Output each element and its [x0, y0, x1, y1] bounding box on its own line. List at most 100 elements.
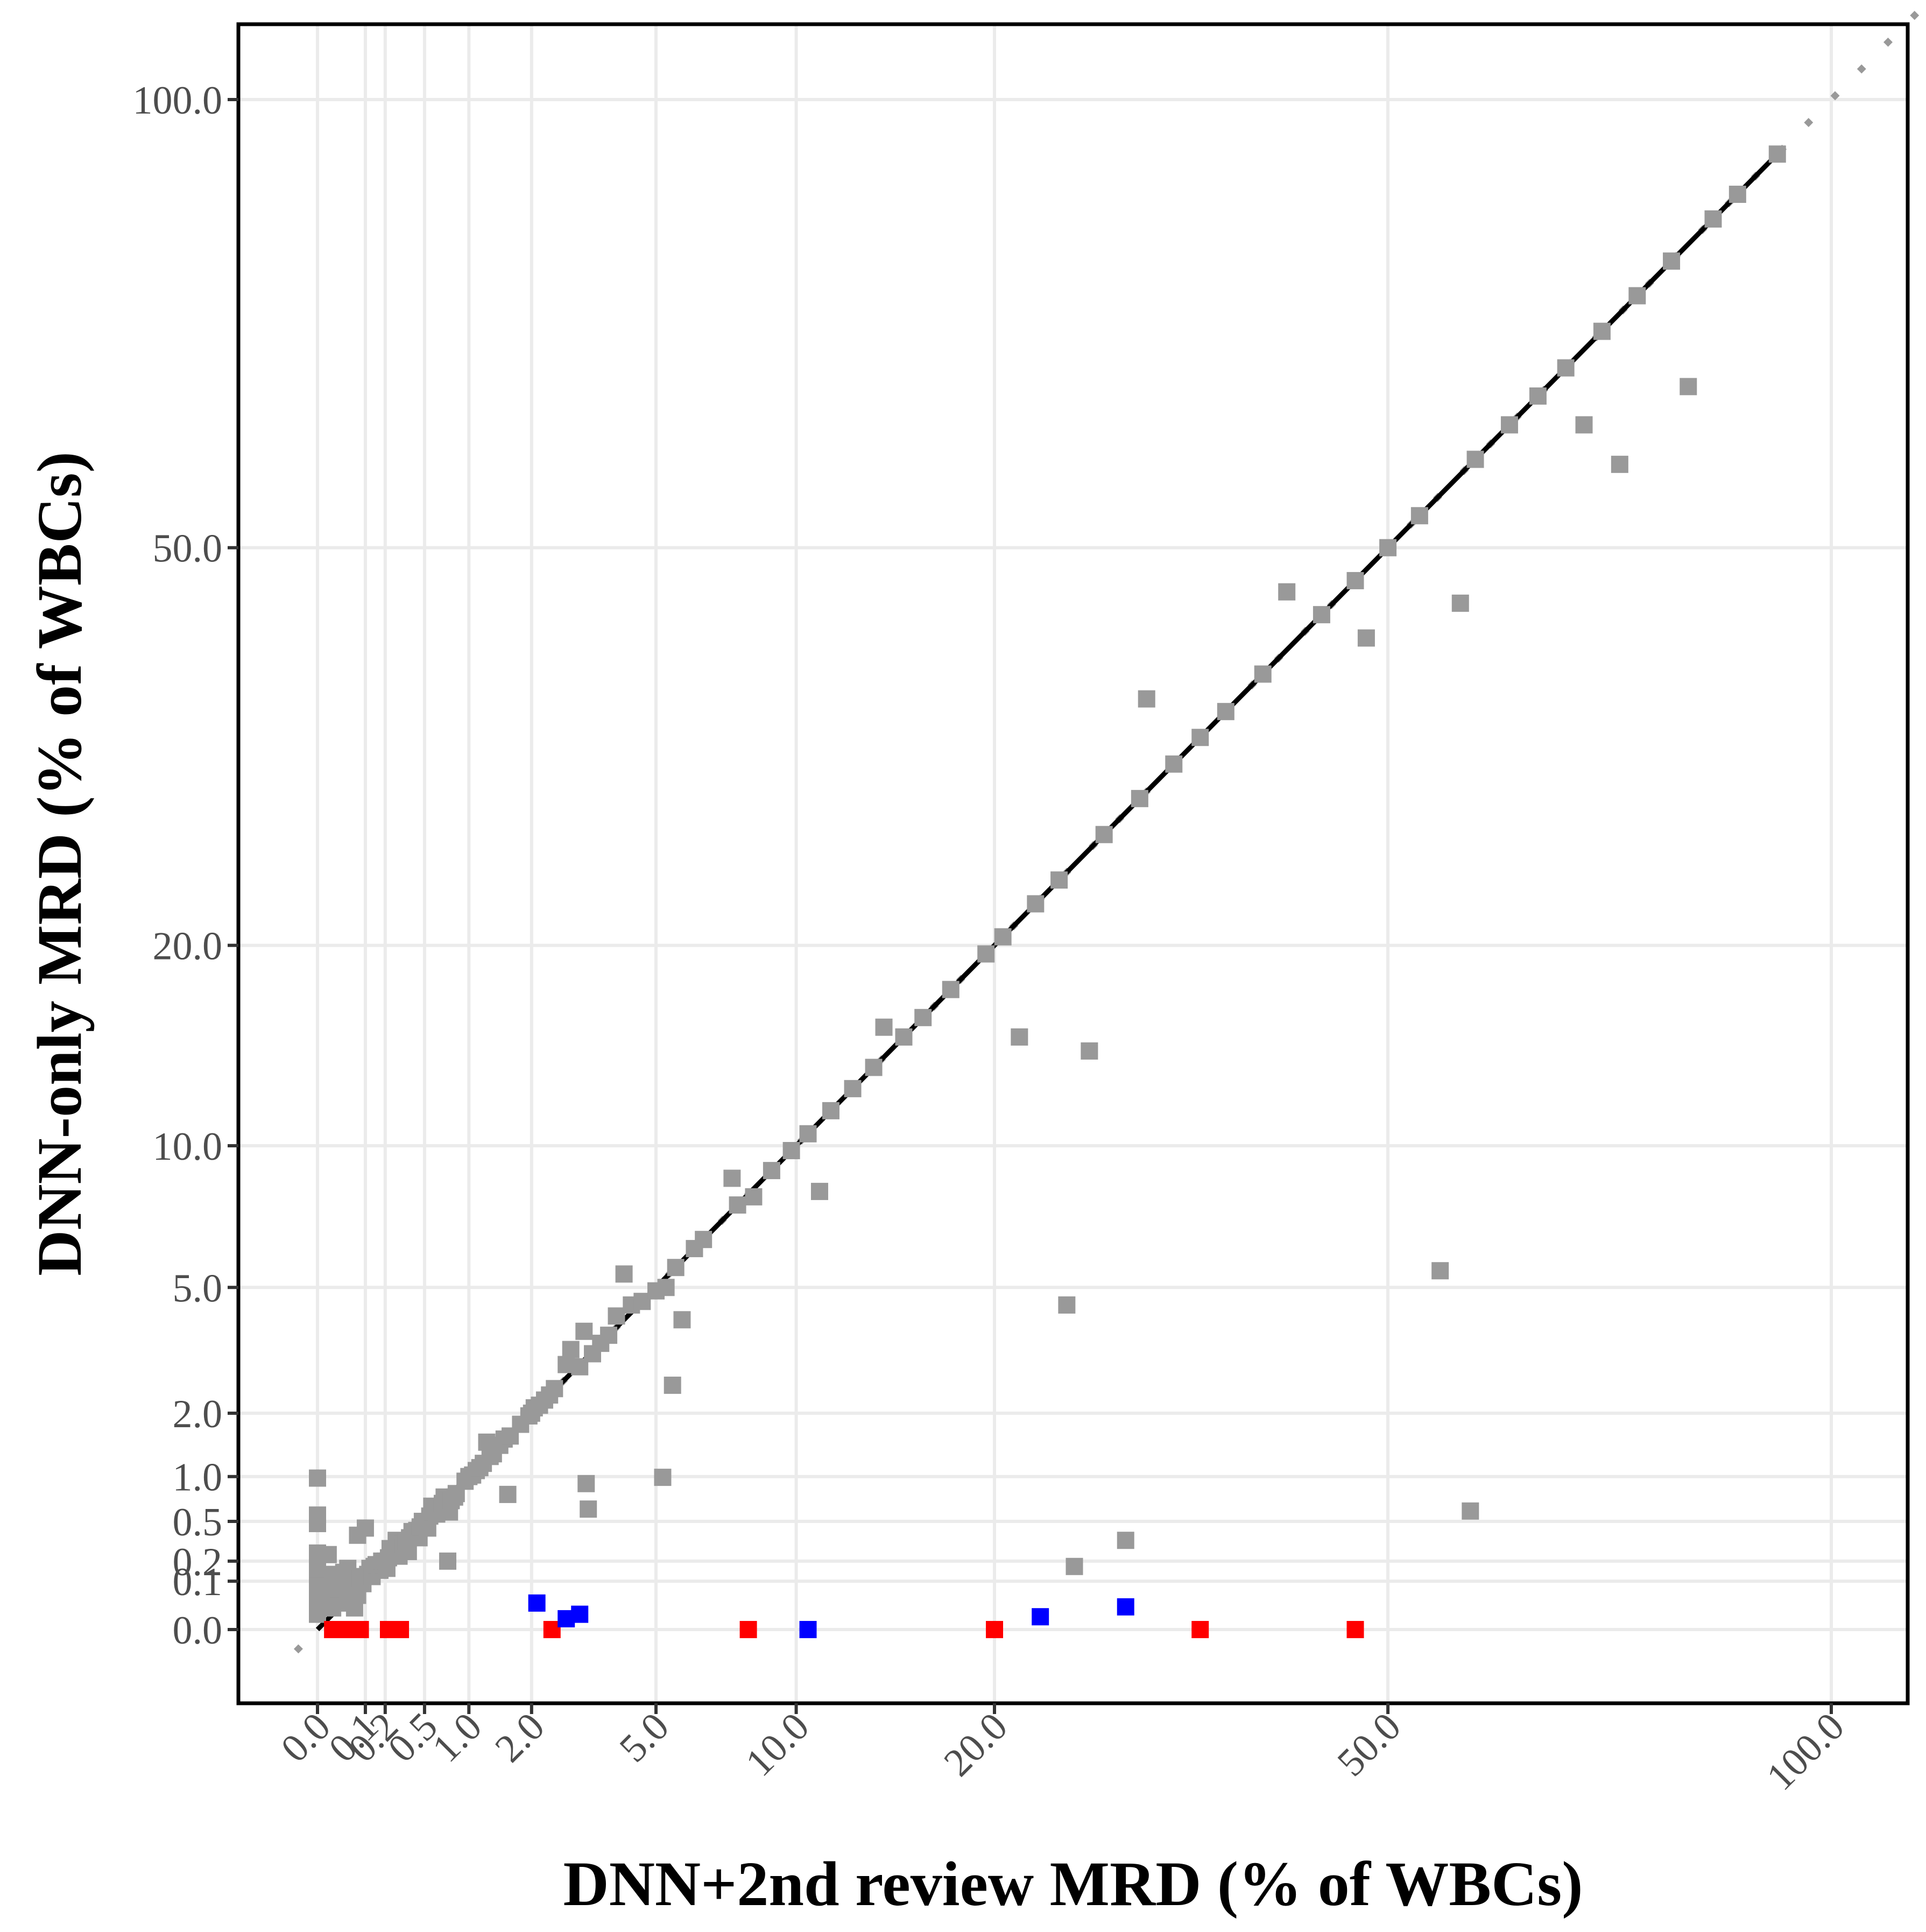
y-tick-label: 50.0 — [153, 527, 223, 571]
data-points — [309, 145, 1786, 1638]
data-point — [1663, 252, 1681, 270]
y-tick-label: 10.0 — [153, 1125, 223, 1169]
data-point — [799, 1125, 817, 1143]
data-point — [1431, 1262, 1449, 1280]
y-tick-label: 0.1 — [173, 1560, 223, 1604]
data-point — [1011, 1028, 1028, 1046]
data-point — [499, 1485, 517, 1503]
x-axis-ticks: 0.00.10.20.51.02.0 5.0 10.0 20.0 50.0 100.0 — [273, 1703, 1853, 1799]
data-point — [1628, 287, 1646, 305]
data-point — [1032, 1608, 1049, 1626]
data-point — [865, 1059, 883, 1076]
data-point — [695, 1231, 712, 1249]
data-point — [1410, 507, 1428, 525]
data-point — [1131, 789, 1148, 807]
data-point — [1027, 895, 1045, 913]
data-point — [1529, 387, 1547, 405]
y-axis-ticks: 0.0 0.10.20.51.0 2.0 5.0 10.0 20.0 50.0 100.0 — [133, 79, 238, 1653]
data-point — [562, 1341, 580, 1358]
data-point — [942, 981, 960, 998]
data-point — [309, 1469, 326, 1487]
data-point — [914, 1009, 932, 1026]
data-point — [1575, 416, 1593, 434]
x-tick-label: 2.0 — [486, 1704, 553, 1771]
x-tick-label: 5.0 — [611, 1704, 678, 1771]
y-tick-label: 2.0 — [173, 1392, 223, 1436]
data-point — [1050, 871, 1068, 889]
data-point — [392, 1621, 410, 1638]
y-tick-label: 0.2 — [173, 1540, 223, 1584]
data-point — [739, 1621, 757, 1638]
data-point — [546, 1380, 563, 1398]
data-point — [1704, 210, 1722, 228]
x-tick-label: 100.0 — [1758, 1704, 1853, 1799]
data-point — [977, 945, 995, 963]
data-point — [600, 1327, 618, 1344]
data-point — [1313, 606, 1330, 624]
data-point — [309, 1605, 326, 1623]
data-point — [1165, 755, 1183, 773]
data-point — [571, 1605, 589, 1623]
data-point — [1593, 322, 1611, 340]
data-point — [1379, 539, 1397, 556]
data-point — [1095, 826, 1113, 843]
data-point — [1357, 629, 1375, 647]
data-point — [1729, 186, 1746, 203]
data-point — [1462, 1502, 1479, 1520]
data-point — [1117, 1598, 1134, 1616]
data-point — [810, 1182, 828, 1200]
data-point — [875, 1018, 893, 1036]
data-point — [1451, 594, 1469, 612]
y-tick-label: 0.0 — [173, 1609, 223, 1653]
x-axis-title: DNN+2nd review MRD (% of WBCs) — [563, 1849, 1583, 1919]
data-point — [745, 1188, 763, 1205]
data-point — [986, 1621, 1004, 1638]
data-point — [1500, 416, 1518, 434]
y-tick-label: 0.5 — [173, 1500, 223, 1545]
data-point — [664, 1377, 681, 1394]
data-point — [615, 1265, 633, 1283]
data-point — [654, 1469, 672, 1486]
data-point — [1138, 690, 1155, 708]
data-point — [657, 1279, 675, 1296]
data-point — [1278, 583, 1296, 601]
data-point — [319, 1546, 337, 1563]
x-tick-label: 50.0 — [1329, 1704, 1410, 1785]
data-point — [1191, 1621, 1209, 1638]
x-tick-label: 10.0 — [737, 1704, 818, 1785]
data-point — [1346, 572, 1364, 589]
x-tick-label: 20.0 — [935, 1704, 1016, 1785]
data-point — [1117, 1532, 1134, 1549]
data-point — [1680, 378, 1697, 396]
data-point — [1466, 450, 1484, 468]
y-tick-label: 5.0 — [173, 1266, 223, 1310]
data-point — [1254, 665, 1272, 683]
data-point — [1191, 729, 1209, 746]
data-point — [729, 1196, 746, 1214]
data-point — [324, 1621, 342, 1638]
data-point — [844, 1080, 862, 1097]
data-point — [1346, 1621, 1364, 1638]
data-point — [309, 1515, 326, 1533]
y-tick-label: 20.0 — [153, 925, 223, 969]
data-point — [994, 928, 1012, 946]
data-point — [1081, 1042, 1098, 1060]
data-point — [822, 1102, 839, 1119]
data-point — [673, 1311, 691, 1329]
data-point — [575, 1322, 593, 1340]
plot-border — [236, 22, 1910, 1705]
data-point — [1611, 455, 1628, 473]
data-point — [667, 1259, 685, 1277]
data-point — [1768, 145, 1786, 163]
data-point — [782, 1142, 800, 1160]
data-point — [608, 1307, 625, 1325]
y-tick-label: 100.0 — [133, 79, 223, 123]
data-point — [799, 1621, 817, 1638]
data-point — [439, 1552, 456, 1570]
data-point — [577, 1475, 595, 1492]
data-point — [723, 1169, 741, 1187]
data-point — [1058, 1296, 1076, 1314]
data-point — [1557, 359, 1575, 377]
data-point — [580, 1500, 597, 1518]
